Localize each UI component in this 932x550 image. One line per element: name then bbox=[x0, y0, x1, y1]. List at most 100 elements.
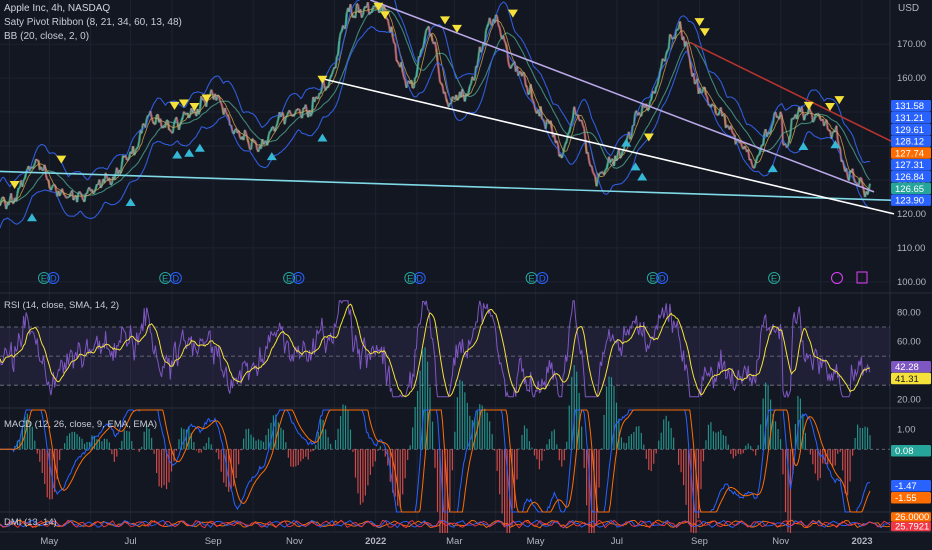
macd-badge-label: -1.55 bbox=[895, 493, 917, 504]
sell-marker-triangle bbox=[201, 94, 212, 103]
sell-marker-triangle bbox=[451, 24, 462, 33]
sell-marker-triangle bbox=[694, 18, 705, 27]
price-badge bbox=[891, 182, 931, 195]
event-marker-e[interactable] bbox=[404, 272, 417, 284]
buy-marker-triangle bbox=[266, 152, 277, 161]
price-badge-label: 131.58 bbox=[895, 101, 924, 112]
event-marker-e[interactable] bbox=[768, 272, 781, 284]
sell-marker-triangle bbox=[9, 181, 20, 190]
buy-marker-triangle bbox=[26, 213, 37, 222]
rsi-line bbox=[0, 300, 871, 399]
ribbon-slow-ma bbox=[0, 7, 871, 206]
macd-tick-label: 1.00 bbox=[897, 425, 916, 436]
macd-badge-label: -1.47 bbox=[895, 481, 917, 492]
price-badge-label: 131.21 bbox=[895, 113, 924, 124]
time-tick-label: Mar bbox=[446, 536, 462, 547]
sell-marker-triangle bbox=[834, 96, 845, 105]
event-marker-d[interactable] bbox=[292, 272, 305, 284]
event-label: E bbox=[771, 273, 777, 284]
macd-badge-label: 0.08 bbox=[895, 446, 914, 457]
buy-marker-triangle bbox=[798, 142, 809, 150]
price-badge bbox=[891, 170, 931, 183]
trendline-cyan-support[interactable] bbox=[0, 170, 895, 202]
time-tick-label: Nov bbox=[286, 536, 303, 547]
event-label: D bbox=[659, 273, 666, 284]
macd-badge bbox=[891, 445, 931, 457]
symbol-legend: Apple Inc, 4h, NASDAQ bbox=[4, 3, 110, 14]
event-label: E bbox=[407, 273, 413, 284]
event-label: D bbox=[539, 273, 546, 284]
event-marker-d[interactable] bbox=[47, 272, 60, 284]
price-tick-label: 100.00 bbox=[897, 277, 926, 288]
price-badge-label: 123.90 bbox=[895, 196, 924, 207]
price-line bbox=[0, 1, 871, 210]
price-badge bbox=[891, 100, 931, 112]
time-tick-label: Sep bbox=[691, 536, 708, 547]
buy-marker-triangle bbox=[630, 162, 641, 171]
sell-marker-triangle bbox=[440, 16, 450, 25]
dmi-badge bbox=[891, 521, 931, 532]
event-marker-d[interactable] bbox=[656, 272, 669, 284]
split-event-icon[interactable] bbox=[831, 272, 843, 284]
sell-marker-triangle bbox=[507, 9, 518, 18]
sell-marker-triangle bbox=[189, 102, 200, 111]
trendline-white-support[interactable] bbox=[319, 77, 895, 215]
rsi-tick-label: 60.00 bbox=[897, 337, 921, 348]
sell-marker-triangle bbox=[699, 28, 710, 37]
time-tick-label: May bbox=[527, 536, 545, 547]
event-label: E bbox=[528, 273, 534, 284]
buy-marker-triangle bbox=[830, 140, 841, 149]
event-marker-e[interactable] bbox=[37, 272, 50, 284]
time-tick-label: Sep bbox=[205, 536, 222, 547]
sell-marker-triangle bbox=[643, 133, 654, 142]
sell-marker-triangle bbox=[56, 155, 67, 164]
event-marker-d[interactable] bbox=[536, 272, 549, 284]
price-badge bbox=[891, 123, 931, 136]
dmi-badge bbox=[891, 512, 931, 522]
rsi-badge-label: 42.28 bbox=[895, 362, 919, 373]
event-marker-e[interactable] bbox=[283, 272, 296, 284]
buy-marker-triangle bbox=[172, 150, 183, 159]
price-badge-label: 129.61 bbox=[895, 125, 924, 136]
sell-marker-triangle bbox=[825, 102, 836, 111]
price-badge-label: 126.65 bbox=[895, 184, 924, 195]
time-tick-label: Jul bbox=[124, 536, 136, 547]
rsi-title: RSI (14, close, SMA, 14, 2) bbox=[4, 300, 119, 311]
price-tick-label: 120.00 bbox=[897, 209, 926, 220]
upcoming-earnings-icon[interactable] bbox=[856, 271, 868, 284]
trendline-red-resistance[interactable] bbox=[689, 41, 895, 144]
price-badge bbox=[891, 147, 931, 159]
rsi-tick-label: 20.00 bbox=[897, 395, 921, 406]
ribbon-title: Saty Pivot Ribbon (8, 21, 34, 60, 13, 48… bbox=[4, 17, 182, 28]
sell-marker-triangle bbox=[803, 101, 814, 110]
dmi-badge-label: 25.7921 bbox=[895, 521, 929, 532]
symbol-title: Apple Inc, 4h, NASDAQ bbox=[4, 3, 111, 14]
time-tick-label: Nov bbox=[772, 536, 789, 547]
macd-title: MACD (12, 26, close, 9, EMA, EMA) bbox=[4, 419, 157, 430]
event-label: E bbox=[41, 273, 47, 284]
price-badge-label: 127.74 bbox=[895, 148, 924, 159]
price-badge bbox=[891, 135, 931, 147]
rsi-badge bbox=[891, 372, 931, 385]
rsi-ma-line bbox=[0, 303, 871, 398]
time-tick-label: 2022 bbox=[365, 536, 386, 547]
bb-title: BB (20, close, 2, 0) bbox=[4, 31, 90, 42]
buy-marker-triangle bbox=[194, 143, 205, 152]
event-marker-d[interactable] bbox=[169, 272, 182, 284]
trendline-lavender-resistance[interactable] bbox=[370, 0, 875, 193]
buy-marker-triangle bbox=[125, 198, 136, 207]
event-marker-d[interactable] bbox=[413, 272, 426, 284]
price-badge bbox=[891, 159, 931, 171]
indicator-legend-bb: BB (20, close, 2, 0) bbox=[4, 31, 89, 42]
sell-marker-triangle bbox=[169, 101, 180, 110]
price-badge-label: 127.31 bbox=[895, 160, 924, 171]
event-label: E bbox=[650, 273, 656, 284]
macd-badge bbox=[891, 480, 931, 492]
buy-marker-triangle bbox=[621, 138, 632, 147]
price-badge bbox=[891, 111, 931, 124]
event-marker-e[interactable] bbox=[646, 272, 659, 284]
time-tick-label: Jul bbox=[611, 536, 623, 547]
price-tick-label: 110.00 bbox=[897, 243, 925, 254]
